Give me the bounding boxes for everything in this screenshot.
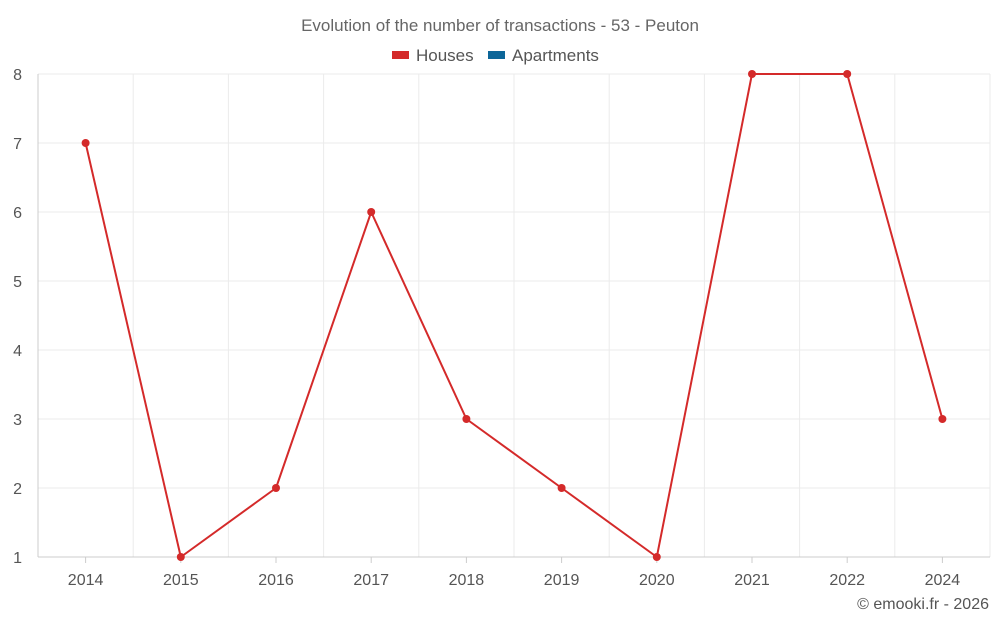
y-axis-ticks: 1 2 3 4 5 6 7 8 [13,67,22,567]
credit-text: © emooki.fr - 2026 [857,596,989,613]
chart-title: Evolution of the number of transactions … [301,16,699,35]
gridlines [38,73,991,557]
x-tick-label: 2021 [734,572,770,589]
legend-item-apartments[interactable]: Apartments [488,46,599,65]
data-point-houses-2016[interactable] [272,484,280,492]
y-tick-label: 6 [13,205,22,222]
data-point-houses-2021[interactable] [748,70,756,78]
x-tick-label: 2020 [639,572,675,589]
data-point-houses-2015[interactable] [176,553,185,561]
y-tick-label: 8 [13,67,22,84]
y-tick-label: 2 [13,481,22,498]
data-point-houses-2019[interactable] [557,484,566,492]
x-tick-label: 2016 [258,572,294,589]
legend: Houses Apartments [392,46,599,65]
legend-swatch-apartments [488,51,505,59]
x-tick-label: 2018 [449,572,485,589]
legend-swatch-houses [392,51,409,59]
series-line-houses [84,73,944,558]
legend-label-houses: Houses [416,46,474,65]
x-tick-label: 2015 [163,572,199,589]
data-point-houses-2020[interactable] [652,553,661,561]
x-tick-label: 2022 [829,572,865,589]
data-point-houses-2017[interactable] [367,208,376,216]
y-tick-label: 5 [13,274,22,291]
data-point-houses-2018[interactable] [462,415,471,423]
x-tick-label: 2024 [925,572,961,589]
series-houses [81,70,947,561]
x-tick-label: 2017 [353,572,389,589]
x-tick-label: 2019 [544,572,580,589]
y-tick-label: 4 [13,343,22,360]
data-point-houses-2014[interactable] [81,139,90,147]
data-point-houses-2024[interactable] [938,415,947,423]
y-tick-label: 3 [13,412,22,429]
legend-label-apartments: Apartments [512,46,599,65]
data-point-houses-2022[interactable] [843,70,852,78]
x-tick-label: 2014 [68,572,104,589]
axes [37,74,990,558]
x-axis-ticks: 2014 2015 2016 2017 2018 2019 2020 2021 2022 2024 [68,557,960,589]
legend-item-houses[interactable]: Houses [392,46,474,65]
y-tick-label: 1 [13,550,22,567]
y-tick-label: 7 [13,136,22,153]
